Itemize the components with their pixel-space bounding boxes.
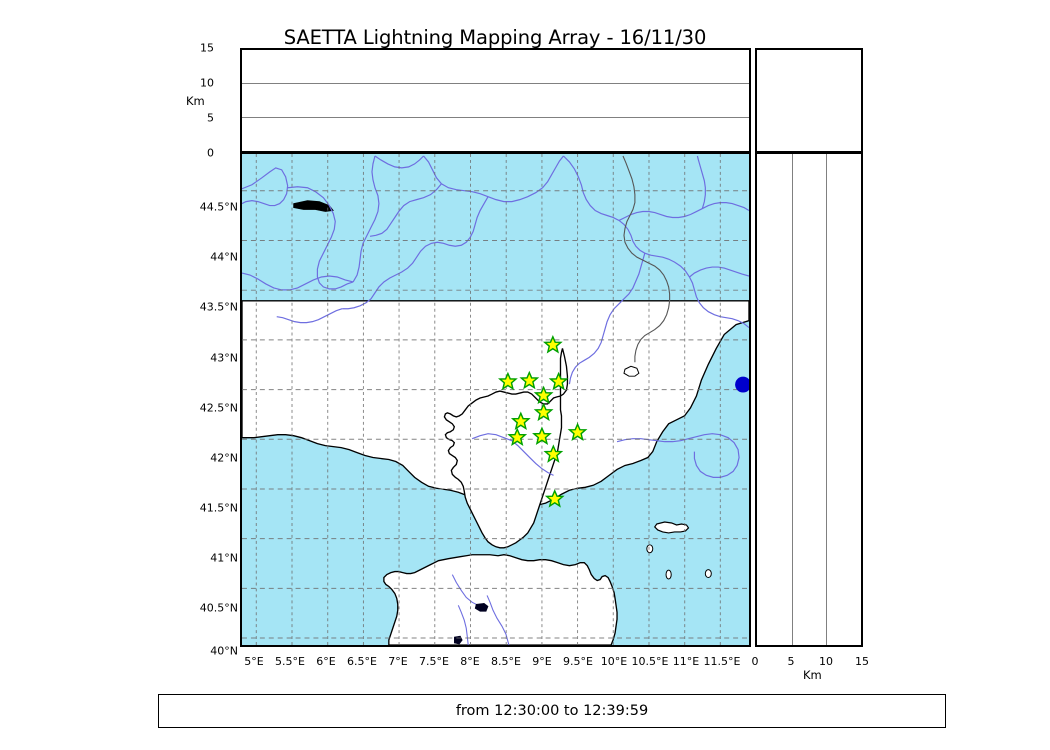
map-xtick-11E: 11°E (672, 655, 700, 668)
map-xtick-5.5E: 5.5°E (275, 655, 305, 668)
status-text: from 12:30:00 to 12:39:59 (455, 703, 649, 719)
map-graphic (242, 154, 749, 645)
map-panel[interactable] (240, 152, 751, 647)
right-xtick-5: 5 (787, 655, 795, 668)
top-height-panel[interactable] (240, 48, 751, 153)
map-ytick-40.5N: 40.5°N (199, 601, 238, 615)
map-xtick-6.5E: 6.5°E (347, 655, 377, 668)
corner-panel[interactable] (755, 48, 863, 153)
right-height-panel[interactable] (755, 152, 863, 647)
map-ytick-44N: 44°N (210, 250, 238, 264)
status-bar[interactable]: from 12:30:00 to 12:39:59 (158, 694, 946, 728)
map-ytick-44.5N: 44.5°N (199, 200, 238, 214)
map-xtick-10.5E: 10.5°E (631, 655, 669, 668)
right-xtick-0: 0 (751, 655, 759, 668)
map-ytick-40N: 40°N (210, 644, 238, 658)
map-xtick-6E: 6°E (316, 655, 336, 668)
top-ytick-10: 10 (200, 76, 214, 90)
map-ytick-41N: 41°N (210, 551, 238, 565)
map-xtick-5E: 5°E (244, 655, 264, 668)
lightning-source-marker (735, 376, 749, 393)
map-xtick-8E: 8°E (460, 655, 480, 668)
map-ytick-43N: 43°N (210, 351, 238, 365)
map-ytick-41.5N: 41.5°N (199, 501, 238, 515)
right-xtick-10: 10 (819, 655, 833, 668)
page-title: SAETTA Lightning Mapping Array - 16/11/3… (283, 26, 707, 49)
top-ytick-15: 15 (200, 41, 214, 55)
top-ytick-0: 0 (207, 146, 214, 160)
map-xtick-11.5E: 11.5°E (703, 655, 741, 668)
top-ytick-5: 5 (207, 111, 214, 125)
map-xtick-9.5E: 9.5°E (563, 655, 593, 668)
top-panel-ylabel: Km (186, 94, 205, 108)
map-xtick-10E: 10°E (600, 655, 628, 668)
right-xtick-15: 15 (855, 655, 869, 668)
station-markers (498, 335, 588, 508)
map-xtick-7E: 7°E (388, 655, 408, 668)
map-xtick-7.5E: 7.5°E (419, 655, 449, 668)
right-panel-xlabel: Km (803, 668, 822, 682)
map-xtick-8.5E: 8.5°E (491, 655, 521, 668)
map-ytick-43.5N: 43.5°N (199, 300, 238, 314)
map-xtick-9E: 9°E (532, 655, 552, 668)
map-ytick-42N: 42°N (210, 451, 238, 465)
map-ytick-42.5N: 42.5°N (199, 401, 238, 415)
